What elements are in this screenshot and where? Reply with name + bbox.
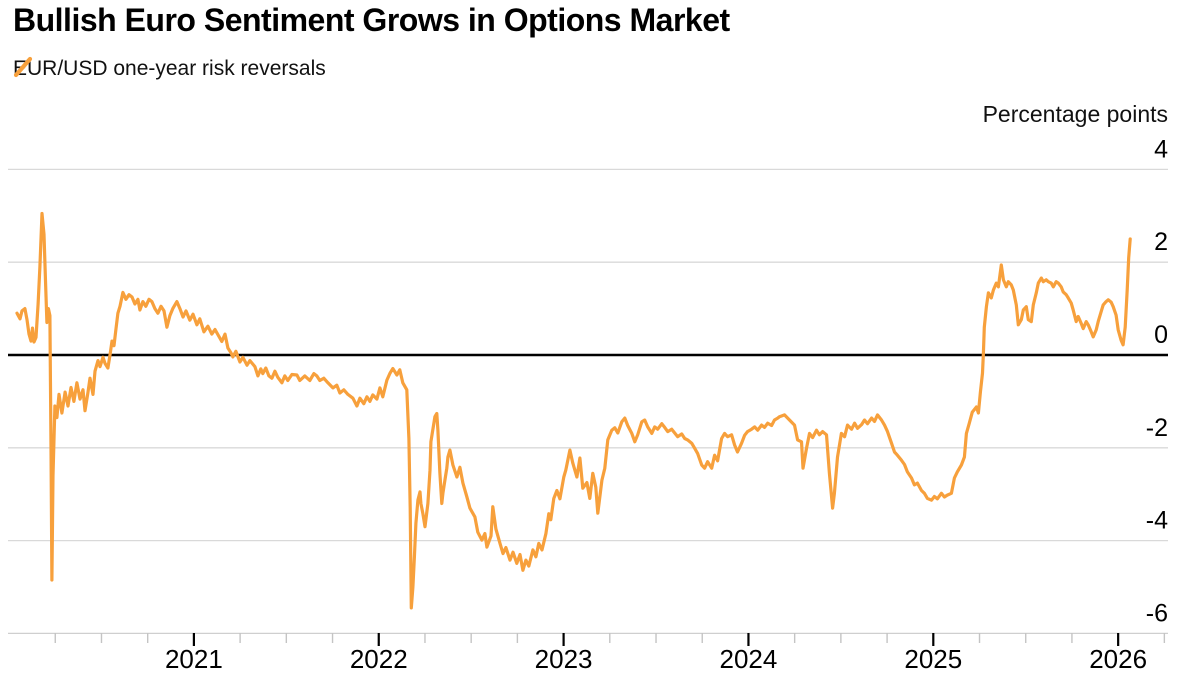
x-axis-year-label: 2025 <box>904 644 962 674</box>
y-axis-tick-label: -4 <box>1146 507 1168 535</box>
x-axis-year-label: 2026 <box>1089 644 1147 674</box>
x-axis-year-label: 2023 <box>535 644 593 674</box>
x-axis-year-label: 2024 <box>720 644 778 674</box>
y-axis-tick-label: 0 <box>1154 321 1168 349</box>
chart-title: Bullish Euro Sentiment Grows in Options … <box>13 2 730 38</box>
series-line-eurusd-risk-reversals <box>15 211 1132 610</box>
diagonal-slash-icon <box>13 56 33 78</box>
x-axis-year-label: 2022 <box>350 644 408 674</box>
legend-series-label: EUR/USD one-year risk reversals <box>13 57 326 80</box>
y-axis-unit-label: Percentage points <box>982 101 1168 127</box>
y-axis-tick-label: 2 <box>1154 228 1168 256</box>
legend: EUR/USD one-year risk reversals <box>13 56 326 82</box>
y-axis-tick-label: -6 <box>1146 599 1168 627</box>
y-axis-tick-label: 4 <box>1154 135 1168 163</box>
y-axis-tick-label: -2 <box>1146 414 1168 442</box>
x-axis-year-label: 2021 <box>165 644 223 674</box>
